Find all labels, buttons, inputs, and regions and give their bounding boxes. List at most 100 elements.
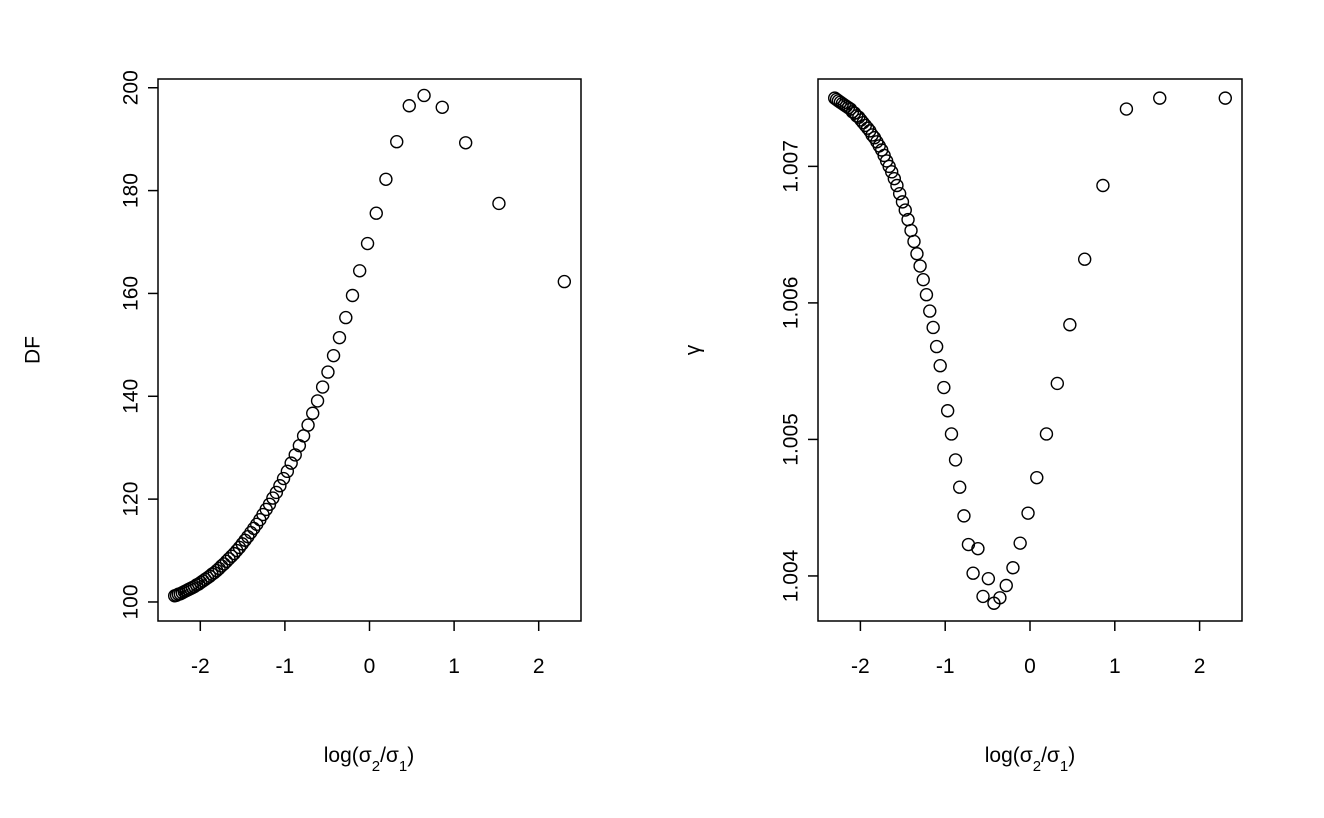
data-point (1050, 376, 1065, 391)
data-point (944, 427, 959, 441)
data-point (923, 304, 937, 318)
data-point (214, 559, 229, 573)
x-tick-label: 0 (364, 655, 376, 678)
data-point (306, 406, 320, 420)
data-point (1077, 252, 1092, 266)
x-tick-label: 1 (448, 655, 460, 678)
data-point (910, 247, 924, 261)
data-point (890, 178, 904, 193)
y-tick-label: 120 (120, 482, 143, 517)
data-point (999, 578, 1013, 593)
y-tick-label: 200 (120, 70, 143, 105)
data-point (557, 274, 572, 289)
data-point (1013, 536, 1027, 550)
y-tick-label: 1.005 (780, 413, 803, 466)
data-point (916, 272, 930, 287)
data-point (284, 456, 298, 470)
data-point (321, 365, 335, 379)
data-point (929, 339, 944, 354)
x-tick-label: 0 (1024, 655, 1036, 678)
data-point (326, 348, 341, 363)
x-axis-label-part: ) (1068, 744, 1075, 767)
data-point (993, 591, 1007, 605)
data-point (971, 541, 985, 556)
data-point (369, 206, 383, 220)
data-point (301, 418, 315, 432)
data-point (339, 310, 353, 325)
data-point (435, 100, 449, 114)
data-point (244, 525, 258, 540)
data-point (887, 171, 902, 186)
data-point (210, 563, 224, 578)
data-point (262, 497, 277, 511)
data-point (957, 509, 971, 523)
y-tick-label: 160 (120, 276, 143, 311)
x-tick-label: 2 (533, 655, 545, 678)
data-point (948, 453, 963, 467)
data-point (222, 552, 236, 566)
x-tick-label: -2 (191, 655, 210, 678)
data-point (288, 448, 302, 462)
x-tick-label: 2 (1194, 655, 1206, 678)
data-point (1021, 506, 1035, 520)
x-axis-label-part: /σ (1041, 744, 1060, 767)
data-point (1063, 318, 1077, 332)
data-point (217, 557, 231, 571)
data-point (315, 380, 330, 394)
data-point (390, 135, 404, 149)
data-point (273, 479, 287, 493)
data-point (207, 565, 222, 580)
data-point (953, 480, 967, 494)
data-point (1039, 427, 1054, 441)
data-point (417, 88, 431, 103)
data-point (379, 172, 393, 186)
x-axis-label-subscript: 1 (1060, 758, 1068, 775)
x-axis-label-subscript: 1 (399, 758, 407, 775)
x-axis-label-part: /σ (380, 744, 399, 767)
data-point (200, 571, 215, 585)
data-point (937, 380, 951, 395)
x-axis-label-part: ) (407, 744, 414, 767)
data-point (913, 259, 927, 273)
x-axis-label-part: log(σ (324, 744, 372, 767)
x-axis-label: log(σ2/σ1) (985, 744, 1075, 775)
plot-frame (157, 78, 582, 622)
data-point (976, 589, 990, 604)
y-tick-label: 1.007 (780, 140, 803, 193)
x-axis-label-subscript: 2 (372, 758, 380, 775)
data-point (865, 128, 879, 142)
data-point (907, 234, 921, 249)
x-axis-label-part: log(σ (985, 744, 1033, 767)
data-point (492, 196, 506, 211)
x-tick-label: -2 (851, 655, 870, 678)
data-point (402, 99, 416, 113)
data-point (1218, 91, 1232, 105)
data-point (933, 359, 947, 373)
data-point (345, 288, 360, 303)
y-tick-label: 100 (120, 584, 143, 619)
x-tick-label: -1 (936, 655, 955, 678)
data-point (352, 264, 367, 278)
data-point (219, 554, 234, 569)
x-axis-label: log(σ2/σ1) (324, 744, 414, 775)
y-tick-label: 1.004 (780, 549, 803, 602)
y-tick-label: 180 (120, 173, 143, 208)
data-point (966, 566, 980, 580)
data-point (919, 288, 934, 302)
data-point (1153, 91, 1167, 105)
data-point (892, 186, 907, 201)
data-point (940, 404, 955, 418)
data-point (1030, 470, 1044, 485)
data-point (904, 223, 918, 238)
y-axis-label: γ (682, 344, 705, 355)
data-point (269, 485, 284, 500)
x-tick-label: 1 (1109, 655, 1121, 678)
data-point (898, 203, 912, 217)
data-point (310, 394, 325, 408)
data-point (981, 571, 996, 586)
data-point (895, 195, 910, 209)
data-point (926, 320, 940, 335)
